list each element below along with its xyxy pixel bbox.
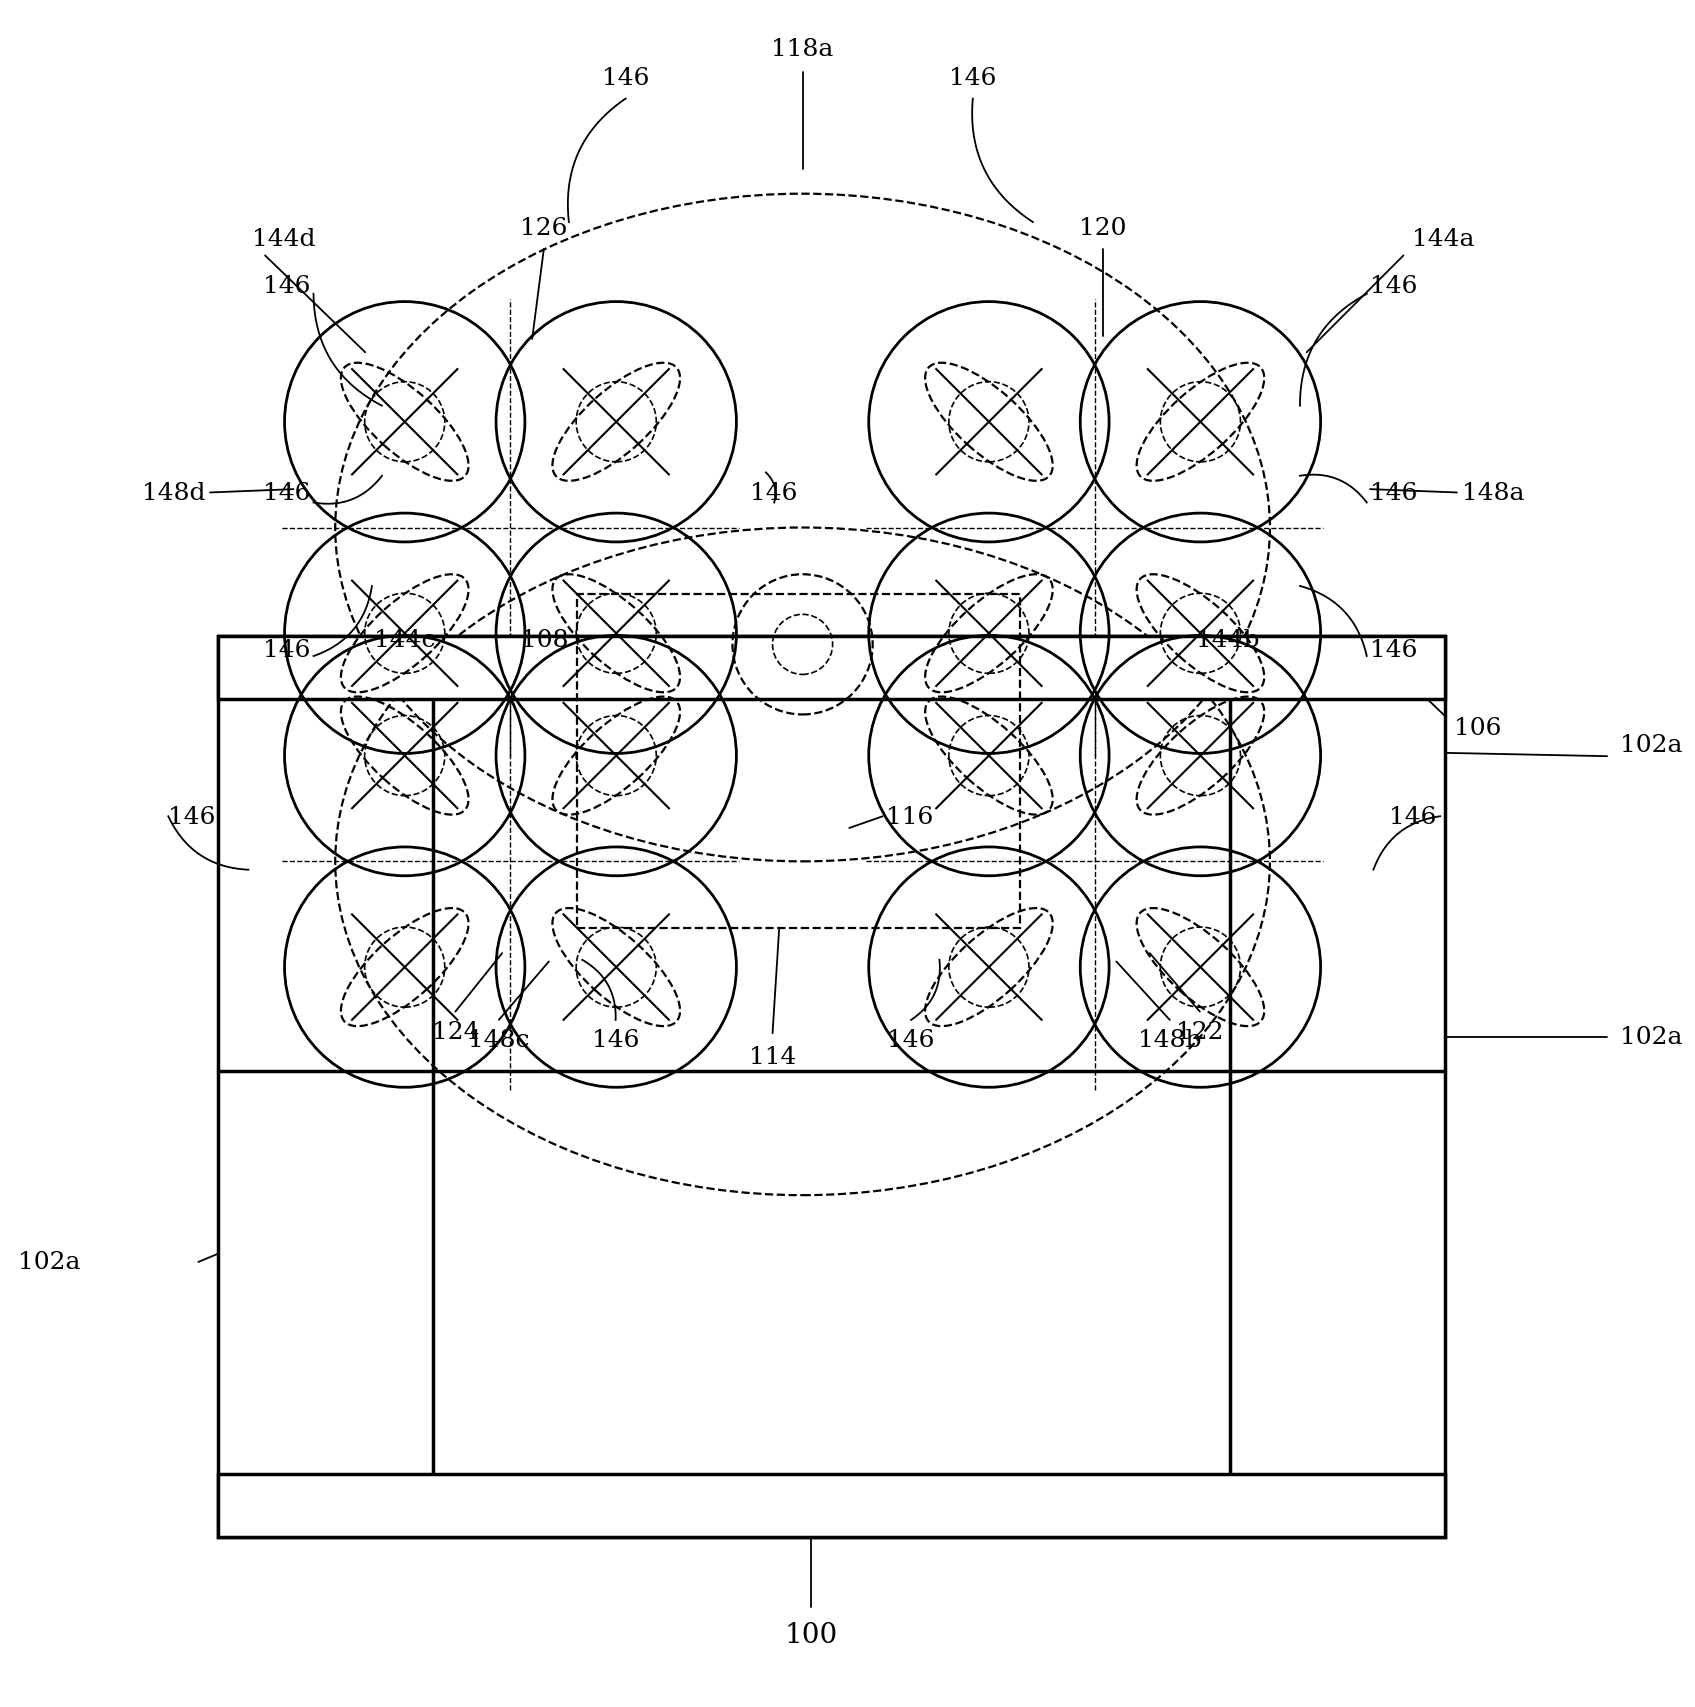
Text: 148d: 148d — [141, 481, 205, 505]
Bar — [219, 637, 1446, 700]
Bar — [219, 637, 1446, 1538]
Text: 146: 146 — [886, 1029, 936, 1052]
Text: 108: 108 — [522, 628, 570, 652]
Text: 146: 146 — [1390, 806, 1437, 828]
Text: 148b: 148b — [1137, 1029, 1202, 1052]
Text: 102a: 102a — [1620, 734, 1683, 756]
Text: 146: 146 — [168, 806, 215, 828]
Text: 146: 146 — [592, 1029, 639, 1052]
Text: 114: 114 — [749, 1045, 797, 1069]
Text: 146: 146 — [263, 275, 310, 297]
Text: 144a: 144a — [1412, 229, 1475, 251]
Text: 102a: 102a — [1620, 1026, 1683, 1048]
Text: 146: 146 — [263, 481, 310, 505]
Text: 102a: 102a — [19, 1251, 81, 1273]
Text: 146: 146 — [602, 67, 649, 89]
Text: 148c: 148c — [468, 1029, 529, 1052]
Text: 106: 106 — [1454, 717, 1502, 739]
Bar — [219, 1475, 1446, 1538]
Text: 144b: 144b — [1197, 628, 1259, 652]
Bar — [578, 596, 1020, 929]
Text: 126: 126 — [520, 217, 568, 239]
Text: 146: 146 — [949, 67, 997, 89]
Text: 122: 122 — [1176, 1021, 1224, 1043]
Text: 116: 116 — [886, 806, 934, 828]
Text: 146: 146 — [1370, 481, 1417, 505]
Text: 146: 146 — [263, 638, 310, 662]
Text: 118a: 118a — [771, 38, 834, 61]
Text: 144c: 144c — [375, 628, 436, 652]
Text: 146: 146 — [751, 481, 798, 505]
Text: 120: 120 — [1080, 217, 1127, 239]
Text: 144d: 144d — [253, 229, 315, 251]
Text: 146: 146 — [1370, 275, 1417, 297]
Text: 100: 100 — [785, 1622, 837, 1647]
Text: 148a: 148a — [1461, 481, 1524, 505]
Text: 124: 124 — [432, 1021, 480, 1043]
Text: 146: 146 — [1370, 638, 1417, 662]
